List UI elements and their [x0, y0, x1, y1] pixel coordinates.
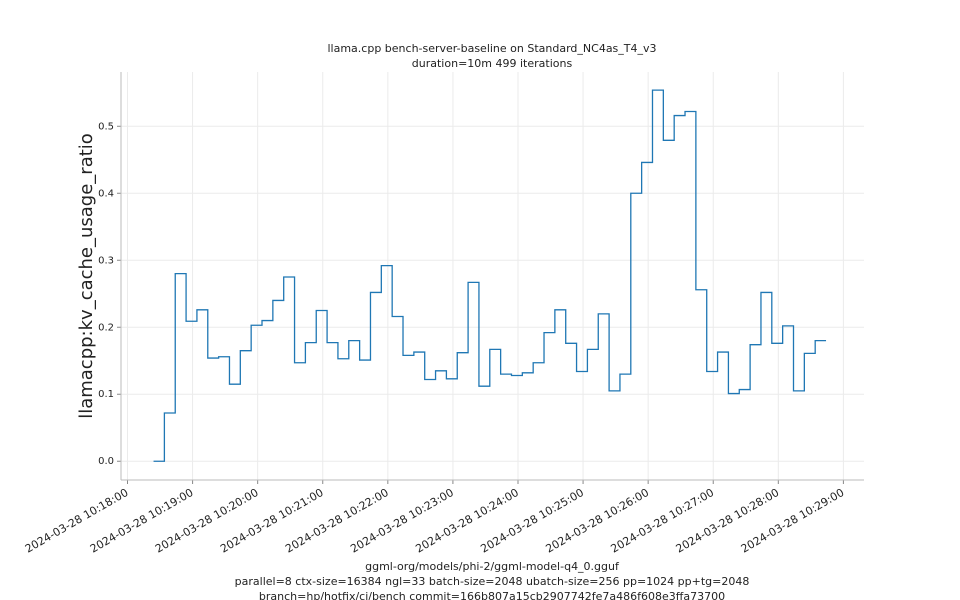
- data-line: [153, 89, 827, 462]
- x-axis-label: branch=hp/hotfix/ci/bench commit=166b807…: [259, 590, 725, 600]
- y-tick-label: 0.5: [98, 121, 114, 132]
- y-axis-label: llamacpp:kv_cache_usage_ratio: [76, 133, 97, 419]
- y-tick-label: 0.4: [98, 188, 114, 199]
- y-tick-label: 0.1: [98, 389, 114, 400]
- chart-title: llama.cpp bench-server-baseline on Stand…: [327, 42, 656, 55]
- y-tick-label: 0.0: [98, 456, 114, 467]
- y-tick-label: 0.3: [98, 255, 114, 266]
- x-tick-label: 2024-03-28 10:18:00: [23, 486, 131, 556]
- y-tick-label: 0.2: [98, 322, 114, 333]
- x-axis-label: parallel=8 ctx-size=16384 ngl=33 batch-s…: [235, 575, 750, 588]
- x-axis-label: ggml-org/models/phi-2/ggml-model-q4_0.gg…: [365, 560, 620, 573]
- chart-subtitle: duration=10m 499 iterations: [412, 57, 573, 70]
